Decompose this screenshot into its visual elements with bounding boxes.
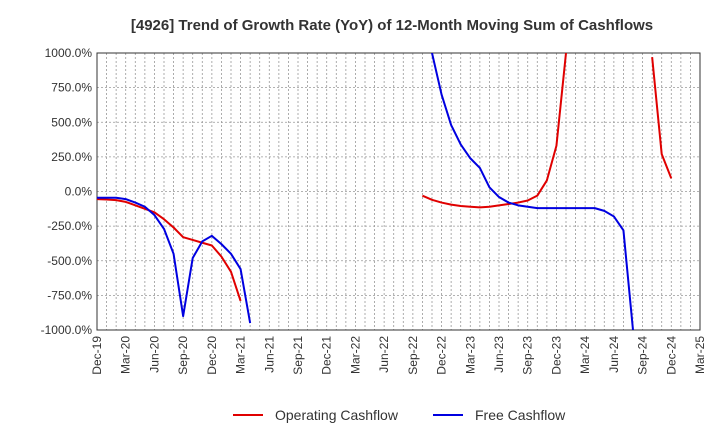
y-tick-label: 0.0% <box>65 185 93 199</box>
x-tick-label: Jun-20 <box>147 336 161 373</box>
x-tick-label: Mar-22 <box>348 336 362 374</box>
y-tick-label: -500.0% <box>47 254 92 268</box>
x-tick-label: Jun-24 <box>607 336 621 373</box>
series-line-operating-cashflow <box>97 53 673 302</box>
plot-area <box>96 52 701 331</box>
x-tick-label: Jun-21 <box>262 336 276 373</box>
x-tick-label: Mar-24 <box>578 336 592 374</box>
x-tick-label: Dec-19 <box>90 336 104 375</box>
x-tick-label: Sep-21 <box>291 336 305 375</box>
x-tick-label: Sep-22 <box>406 336 420 375</box>
y-tick-label: -750.0% <box>47 288 92 302</box>
y-tick-label: -250.0% <box>47 219 92 233</box>
y-tick-label: 500.0% <box>51 115 92 129</box>
legend-label: Operating Cashflow <box>275 407 399 423</box>
x-tick-label: Mar-21 <box>234 336 248 374</box>
x-tick-label: Sep-23 <box>521 336 535 375</box>
y-tick-label: -1000.0% <box>41 323 93 337</box>
x-tick-label: Dec-21 <box>320 336 334 375</box>
grid <box>97 53 700 330</box>
x-tick-label: Jun-22 <box>377 336 391 373</box>
x-tick-label: Dec-24 <box>664 336 678 375</box>
series-lines <box>97 53 673 330</box>
y-tick-label: 250.0% <box>51 150 92 164</box>
x-tick-label: Sep-24 <box>636 336 650 375</box>
x-tick-label: Dec-20 <box>205 336 219 375</box>
x-axis: Dec-19 Mar-20 Jun-20 Sep-20 Dec-20 Mar-21 Jun-… <box>90 336 707 375</box>
x-tick-label: Dec-23 <box>549 336 563 375</box>
y-tick-label: 750.0% <box>51 81 92 95</box>
series-line-free-cashflow <box>97 53 634 330</box>
y-tick-label: 1000.0% <box>45 46 93 60</box>
x-tick-label: Jun-23 <box>492 336 506 373</box>
x-tick-label: Mar-25 <box>693 336 707 374</box>
legend-label: Free Cashflow <box>475 407 566 423</box>
y-axis: 1000.0% 750.0% 500.0% 250.0% 0.0% -250.0% -500… <box>41 46 93 337</box>
chart-title: [4926] Trend of Growth Rate (YoY) of 12-… <box>131 17 653 34</box>
x-tick-label: Mar-20 <box>119 336 133 374</box>
x-tick-label: Sep-20 <box>176 336 190 375</box>
x-tick-label: Mar-23 <box>463 336 477 374</box>
legend: Operating Cashflow Free Cashflow <box>233 407 566 423</box>
x-tick-label: Dec-22 <box>435 336 449 375</box>
